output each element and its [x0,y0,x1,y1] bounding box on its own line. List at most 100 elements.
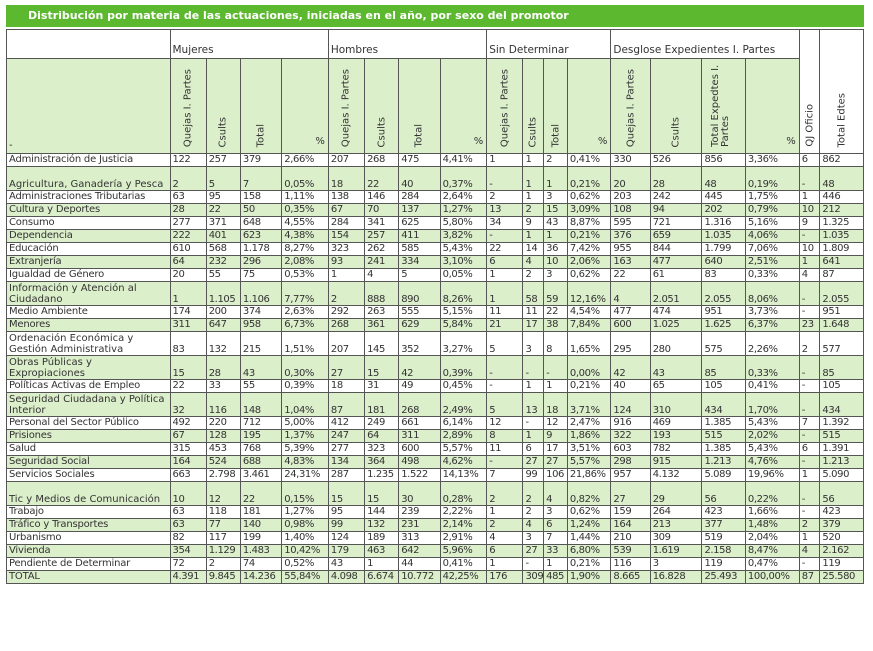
cell-mujeres-pct: 5,39% [281,442,329,456]
cell-mujeres-quejas: 82 [169,531,207,545]
cell-mujeres-quejas: 1 [169,281,207,306]
cell-desglose-csults: 309 [649,531,703,545]
cell-sin-determinar-quejas: 1 [486,505,524,519]
cell-total-edtes: 446 [819,190,864,204]
cell-sin-determinar-quejas: 176 [486,570,524,584]
cell-sin-determinar-total: 3 [543,268,568,282]
cell-mujeres-csults: 220 [205,416,241,430]
cell-mujeres-total: 140 [239,518,283,532]
cell-sin-determinar-quejas: - [486,355,524,380]
cell-desglose-total: 434 [701,392,746,417]
cell-desglose-pct: 2,02% [744,429,800,443]
cell-total-edtes: 119 [819,557,864,571]
cell-hombres-csults: 262 [364,242,400,256]
cell-mujeres-csults: 118 [205,505,241,519]
cell-mujeres-total: 958 [239,318,283,332]
cell-mujeres-quejas: 28 [169,203,207,217]
cell-hombres-pct: 2,14% [439,518,488,532]
cell-hombres-total: 30 [398,481,441,506]
cell-mujeres-total: 712 [239,416,283,430]
cell-desglose-pct: 5,43% [744,442,800,456]
header-m-pct: % [281,58,329,154]
cell-mujeres-csults: 95 [205,190,241,204]
cell-mujeres-total: 1.483 [239,544,283,558]
cell-desglose-quejas: 116 [610,557,651,571]
cell-desglose-pct: 100,00% [744,570,800,584]
cell-sin-determinar-quejas: 2 [486,481,524,506]
cell-hombres-total: 137 [398,203,441,217]
row-label: Trabajo [6,505,171,519]
cell-mujeres-csults: 2 [205,557,241,571]
cell-mujeres-quejas: 492 [169,416,207,430]
cell-sin-determinar-pct: 0,21% [566,557,612,571]
cell-mujeres-total: 768 [239,442,283,456]
cell-desglose-total: 5.089 [701,468,746,482]
row-label: Igualdad de Género [6,268,171,282]
table-row: Tic y Medios de Comunicación 10 12 22 0,15% 1… [6,481,864,506]
cell-mujeres-total: 296 [239,255,283,269]
cell-sin-determinar-csults: - [522,355,545,380]
cell-mujeres-total: 3.461 [239,468,283,482]
cell-hombres-pct: 2,89% [439,429,488,443]
cell-hombres-csults: 361 [364,318,400,332]
cell-mujeres-total: 148 [239,392,283,417]
cell-desglose-quejas: 600 [610,318,651,332]
cell-mujeres-csults: 28 [205,355,241,380]
cell-total-edtes: 1.648 [819,318,864,332]
cell-qj-oficio: 87 [798,570,821,584]
cell-sin-determinar-csults: 309 [522,570,545,584]
cell-hombres-csults: 463 [364,544,400,558]
cell-sin-determinar-total: 3 [543,190,568,204]
cell-desglose-csults: 477 [649,255,703,269]
cell-desglose-total: 377 [701,518,746,532]
cell-total-edtes: 25.580 [819,570,864,584]
row-label: Información y Atención al Ciudadano [6,281,171,306]
cell-hombres-pct: 0,39% [439,355,488,380]
cell-hombres-quejas: 277 [327,442,366,456]
cell-hombres-total: 44 [398,557,441,571]
cell-mujeres-total: 199 [239,531,283,545]
row-label: Administración de Justicia [6,153,171,167]
cell-desglose-total: 1.035 [701,229,746,243]
cell-hombres-total: 642 [398,544,441,558]
cell-total-edtes: 56 [819,481,864,506]
cell-sin-determinar-total: 3 [543,505,568,519]
group-hombres: Hombres [327,29,488,59]
cell-sin-determinar-total: 27 [543,455,568,469]
header-label-col: - [6,58,171,154]
cell-desglose-csults: 65 [649,379,703,393]
row-label: Cultura y Deportes [6,203,171,217]
cell-hombres-csults: 6.674 [364,570,400,584]
cell-sin-determinar-csults: 4 [522,255,545,269]
cell-hombres-pct: 4,41% [439,153,488,167]
cell-mujeres-pct: 2,08% [281,255,329,269]
table-row: Salud 315 453 768 5,39% 277 323 600 5,57% 11 6 17 3,… [6,442,864,456]
cell-hombres-total: 555 [398,305,441,319]
cell-hombres-quejas: 268 [327,318,366,332]
cell-hombres-pct: 2,91% [439,531,488,545]
cell-desglose-pct: 0,79% [744,203,800,217]
cell-qj-oficio: - [798,505,821,519]
cell-desglose-quejas: 42 [610,355,651,380]
cell-sin-determinar-pct: 1,90% [566,570,612,584]
cell-sin-determinar-csults: 11 [522,305,545,319]
cell-sin-determinar-total: 8 [543,331,568,356]
cell-sin-determinar-total: 36 [543,242,568,256]
cell-mujeres-csults: 200 [205,305,241,319]
cell-mujeres-csults: 232 [205,255,241,269]
cell-hombres-total: 334 [398,255,441,269]
cell-sin-determinar-quejas: 1 [486,281,524,306]
row-label: Seguridad Social [6,455,171,469]
header-h-pct: % [439,58,488,154]
cell-total-edtes: 1.213 [819,455,864,469]
cell-desglose-total: 56 [701,481,746,506]
cell-desglose-total: 48 [701,166,746,191]
cell-hombres-total: 411 [398,229,441,243]
row-label: Seguridad Ciudadana y Política Interior [6,392,171,417]
cell-desglose-pct: 7,06% [744,242,800,256]
cell-mujeres-csults: 22 [205,203,241,217]
cell-desglose-csults: 29 [649,481,703,506]
cell-desglose-total: 83 [701,268,746,282]
cell-sin-determinar-pct: 1,44% [566,531,612,545]
cell-hombres-total: 1.522 [398,468,441,482]
